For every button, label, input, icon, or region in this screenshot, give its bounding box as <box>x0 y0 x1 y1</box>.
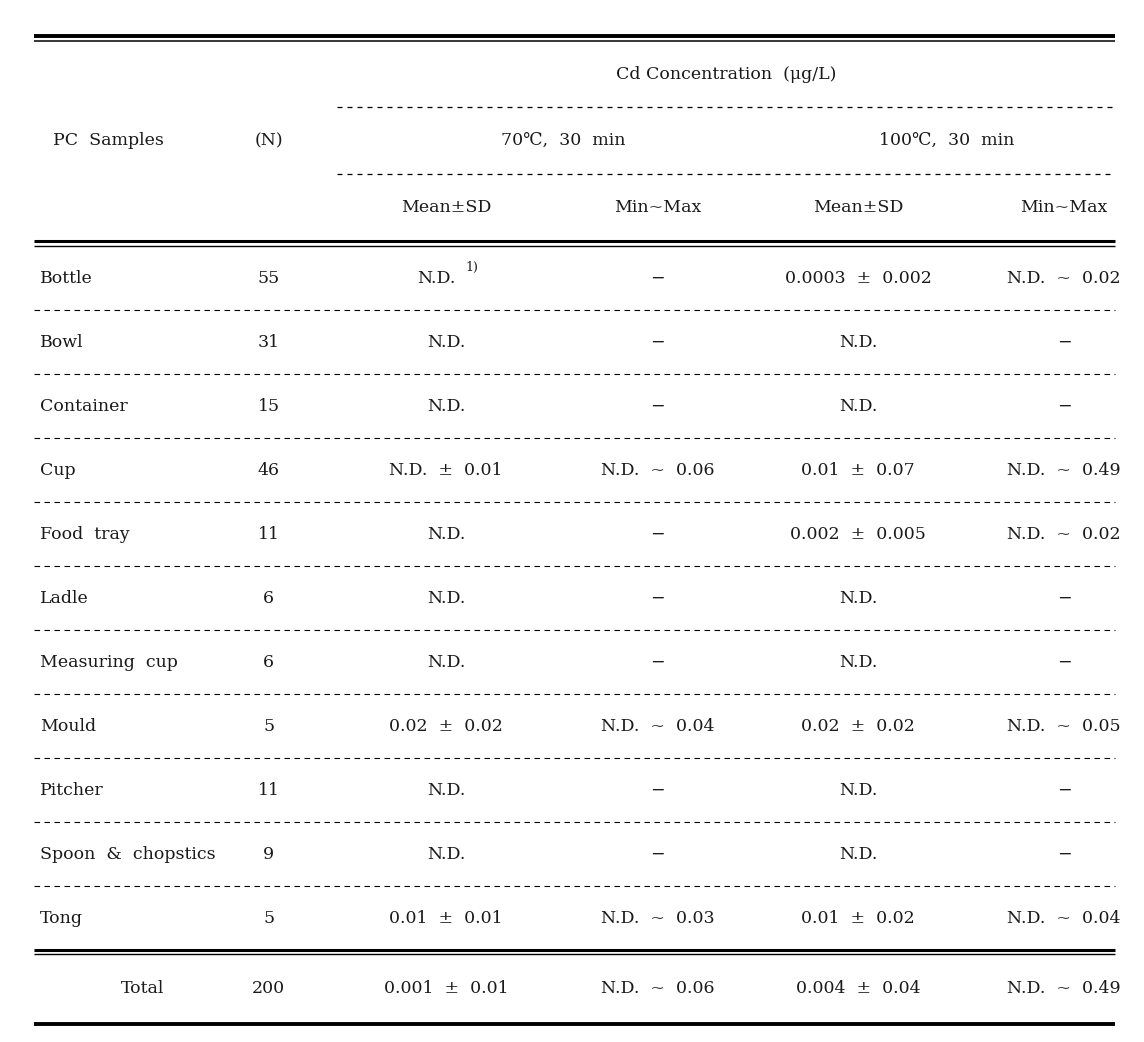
Text: −: − <box>651 782 665 798</box>
Text: 0.02  ±  0.02: 0.02 ± 0.02 <box>801 718 915 735</box>
Text: 200: 200 <box>253 981 285 997</box>
Text: N.D.: N.D. <box>839 845 877 863</box>
Text: 46: 46 <box>257 462 280 478</box>
Text: 55: 55 <box>257 270 280 287</box>
Text: 0.01  ±  0.02: 0.01 ± 0.02 <box>801 910 915 926</box>
Text: 1): 1) <box>466 262 478 274</box>
Text: N.D.: N.D. <box>427 653 466 671</box>
Text: N.D.: N.D. <box>427 525 466 543</box>
Text: −: − <box>1057 333 1071 351</box>
Text: 31: 31 <box>257 333 280 351</box>
Text: Bottle: Bottle <box>40 270 93 287</box>
Text: −: − <box>1057 590 1071 606</box>
Text: Min~Max: Min~Max <box>1020 199 1107 216</box>
Text: −: − <box>651 270 665 287</box>
Text: Mean±SD: Mean±SD <box>402 199 491 216</box>
Text: 5: 5 <box>263 718 275 735</box>
Text: N.D.  ~  0.06: N.D. ~ 0.06 <box>601 981 715 997</box>
Text: 0.0003  ±  0.002: 0.0003 ± 0.002 <box>785 270 931 287</box>
Text: N.D.  ~  0.06: N.D. ~ 0.06 <box>601 462 715 478</box>
Text: N.D.  ~  0.02: N.D. ~ 0.02 <box>1007 525 1121 543</box>
Text: N.D.: N.D. <box>839 782 877 798</box>
Text: (N): (N) <box>254 132 284 149</box>
Text: −: − <box>1057 398 1071 415</box>
Text: N.D.: N.D. <box>427 333 466 351</box>
Text: N.D.  ~  0.03: N.D. ~ 0.03 <box>601 910 715 926</box>
Text: 6: 6 <box>263 590 275 606</box>
Text: N.D.  ~  0.49: N.D. ~ 0.49 <box>1007 981 1121 997</box>
Text: 15: 15 <box>257 398 280 415</box>
Text: Cup: Cup <box>40 462 76 478</box>
Text: 0.002  ±  0.005: 0.002 ± 0.005 <box>791 525 925 543</box>
Text: −: − <box>1057 845 1071 863</box>
Text: 11: 11 <box>257 525 280 543</box>
Text: −: − <box>651 398 665 415</box>
Text: Cd Concentration  (μg/L): Cd Concentration (μg/L) <box>617 66 836 82</box>
Text: Tong: Tong <box>40 910 84 926</box>
Text: N.D.: N.D. <box>839 333 877 351</box>
Text: 0.004  ±  0.04: 0.004 ± 0.04 <box>796 981 920 997</box>
Text: 100℃,  30  min: 100℃, 30 min <box>879 132 1015 149</box>
Text: −: − <box>651 653 665 671</box>
Text: PC  Samples: PC Samples <box>54 132 164 149</box>
Text: N.D.: N.D. <box>427 590 466 606</box>
Text: −: − <box>1057 653 1071 671</box>
Text: N.D.  ~  0.04: N.D. ~ 0.04 <box>601 718 715 735</box>
Text: Bowl: Bowl <box>40 333 84 351</box>
Text: N.D.  ~  0.02: N.D. ~ 0.02 <box>1007 270 1121 287</box>
Text: Spoon  &  chopstics: Spoon & chopstics <box>40 845 216 863</box>
Text: 0.01  ±  0.07: 0.01 ± 0.07 <box>801 462 915 478</box>
Text: 6: 6 <box>263 653 275 671</box>
Text: 70℃,  30  min: 70℃, 30 min <box>501 132 626 149</box>
Text: N.D.: N.D. <box>839 590 877 606</box>
Text: Mean±SD: Mean±SD <box>813 199 903 216</box>
Text: Min~Max: Min~Max <box>614 199 701 216</box>
Text: N.D.  ±  0.01: N.D. ± 0.01 <box>389 462 503 478</box>
Text: 0.001  ±  0.01: 0.001 ± 0.01 <box>384 981 508 997</box>
Text: Total: Total <box>121 981 165 997</box>
Text: Mould: Mould <box>40 718 96 735</box>
Text: Container: Container <box>40 398 128 415</box>
Text: 5: 5 <box>263 910 275 926</box>
Text: N.D.: N.D. <box>427 398 466 415</box>
Text: −: − <box>651 590 665 606</box>
Text: N.D.: N.D. <box>839 653 877 671</box>
Text: Food  tray: Food tray <box>40 525 129 543</box>
Text: 9: 9 <box>263 845 275 863</box>
Text: −: − <box>651 845 665 863</box>
Text: Ladle: Ladle <box>40 590 89 606</box>
Text: N.D.: N.D. <box>839 398 877 415</box>
Text: N.D.  ~  0.49: N.D. ~ 0.49 <box>1007 462 1121 478</box>
Text: 0.02  ±  0.02: 0.02 ± 0.02 <box>389 718 503 735</box>
Text: 0.01  ±  0.01: 0.01 ± 0.01 <box>389 910 503 926</box>
Text: 11: 11 <box>257 782 280 798</box>
Text: −: − <box>1057 782 1071 798</box>
Text: N.D.  ~  0.05: N.D. ~ 0.05 <box>1007 718 1121 735</box>
Text: −: − <box>651 333 665 351</box>
Text: N.D.: N.D. <box>427 782 466 798</box>
Text: Measuring  cup: Measuring cup <box>40 653 178 671</box>
Text: N.D.: N.D. <box>427 845 466 863</box>
Text: −: − <box>651 525 665 543</box>
Text: Pitcher: Pitcher <box>40 782 104 798</box>
Text: N.D.  ~  0.04: N.D. ~ 0.04 <box>1007 910 1121 926</box>
Text: N.D.: N.D. <box>418 270 456 287</box>
